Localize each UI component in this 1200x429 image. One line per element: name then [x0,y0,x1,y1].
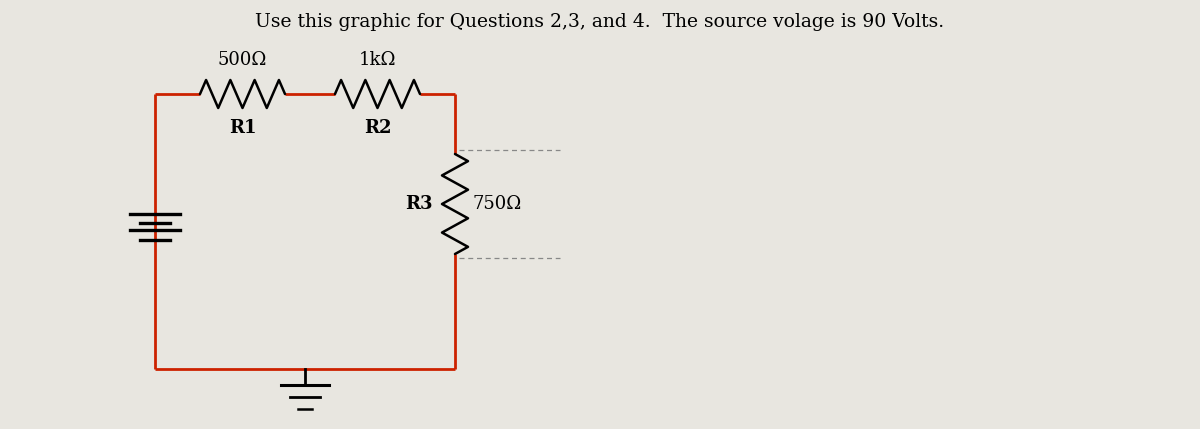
Text: 1kΩ: 1kΩ [359,51,396,69]
Text: R1: R1 [229,119,257,137]
Text: R3: R3 [406,195,433,213]
Text: Use this graphic for Questions 2,3, and 4.  The source volage is 90 Volts.: Use this graphic for Questions 2,3, and … [256,13,944,31]
Text: 500Ω: 500Ω [218,51,268,69]
Text: R2: R2 [364,119,391,137]
Text: 750Ω: 750Ω [473,195,522,213]
